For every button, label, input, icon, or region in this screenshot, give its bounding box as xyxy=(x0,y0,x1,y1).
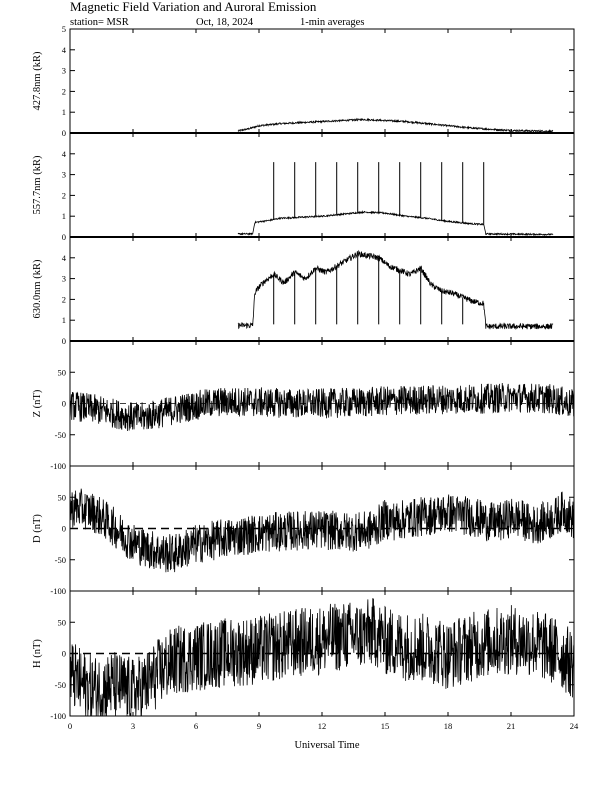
y-tick-label: -100 xyxy=(50,461,66,471)
series-line xyxy=(237,209,554,237)
x-axis: 0 3 6 9 12 15 18 21 24 xyxy=(68,721,579,731)
y-tick-label: -50 xyxy=(55,430,66,440)
y-axis-label: H (nT) xyxy=(32,639,43,668)
y-tick-label: 1 xyxy=(62,107,66,117)
y-tick-label: 5 xyxy=(62,24,66,34)
y-tick-label: 4 xyxy=(62,45,67,55)
y-tick-label: 2 xyxy=(62,294,66,304)
y-tick-label: -50 xyxy=(55,555,66,565)
x-tick-label: 24 xyxy=(570,721,579,731)
x-tick-label: 21 xyxy=(507,721,516,731)
x-tick-label: 12 xyxy=(318,721,327,731)
y-tick-label: 0 xyxy=(62,649,66,659)
y-tick-label: 1 xyxy=(62,211,66,221)
y-tick-label: 3 xyxy=(62,170,66,180)
date-label: Oct, 18, 2024 xyxy=(196,17,254,28)
y-tick-label: 0 xyxy=(62,336,66,346)
y-tick-label: 4 xyxy=(62,253,67,263)
series-line xyxy=(69,598,575,717)
y-tick-label: 0 xyxy=(62,524,66,534)
series-line xyxy=(237,249,554,330)
series-line xyxy=(69,488,575,573)
y-tick-label: 2 xyxy=(62,86,66,96)
y-tick-label: 3 xyxy=(62,274,66,284)
x-axis-label: Universal Time xyxy=(294,740,359,751)
y-tick-label: 4 xyxy=(62,149,67,159)
x-tick-label: 9 xyxy=(257,721,261,731)
panel-d: -100 -50 0 50 D (nT) xyxy=(32,465,575,596)
y-axis-label: 557.7nm (kR) xyxy=(32,155,43,214)
y-tick-label: -100 xyxy=(50,586,66,596)
panel-630-0nm: 0 1 2 3 4 630.0nm (kR) xyxy=(32,236,575,346)
series-line xyxy=(69,383,575,431)
y-tick-label: -100 xyxy=(50,711,66,721)
y-tick-label: 50 xyxy=(58,617,67,627)
x-tick-label: 18 xyxy=(444,721,453,731)
y-tick-label: 0 xyxy=(62,399,66,409)
x-tick-label: 0 xyxy=(68,721,72,731)
panel-frame xyxy=(69,236,575,342)
y-tick-label: 0 xyxy=(62,128,66,138)
panel-z: -100 -50 0 50 Z (nT) xyxy=(32,340,575,471)
y-tick-label: -50 xyxy=(55,680,66,690)
averaging-label: 1-min averages xyxy=(300,17,364,28)
y-tick-label: 50 xyxy=(58,492,67,502)
station-label: station= MSR xyxy=(70,17,129,28)
x-tick-label: 3 xyxy=(131,721,135,731)
panel-frame xyxy=(69,28,575,134)
x-tick-label: 6 xyxy=(194,721,198,731)
x-tick-label: 15 xyxy=(381,721,390,731)
y-tick-label: 0 xyxy=(62,232,66,242)
panel-557-7nm: 0 1 2 3 4 557.7nm (kR) xyxy=(32,132,575,242)
y-tick-label: 50 xyxy=(58,367,67,377)
series-line xyxy=(237,117,554,134)
y-axis-label: 427.8nm (kR) xyxy=(32,51,43,110)
y-axis-label: D (nT) xyxy=(32,514,43,543)
panel-h: -100 -50 0 50 H (nT) xyxy=(32,590,575,721)
page-title: Magnetic Field Variation and Auroral Emi… xyxy=(70,0,317,14)
y-tick-label: 3 xyxy=(62,66,66,76)
y-tick-label: 1 xyxy=(62,315,66,325)
plot-area: 0 1 2 3 4 5 427.8nm (kR) 0 1 2 3 4 557.7nm (kR) 0 1 2 3 4… xyxy=(32,24,575,721)
y-axis-label: Z (nT) xyxy=(32,389,43,417)
panel-frame xyxy=(69,132,575,238)
panel-427-8nm: 0 1 2 3 4 5 427.8nm (kR) xyxy=(32,24,575,138)
y-tick-label: 2 xyxy=(62,190,66,200)
y-axis-label: 630.0nm (kR) xyxy=(32,259,43,318)
